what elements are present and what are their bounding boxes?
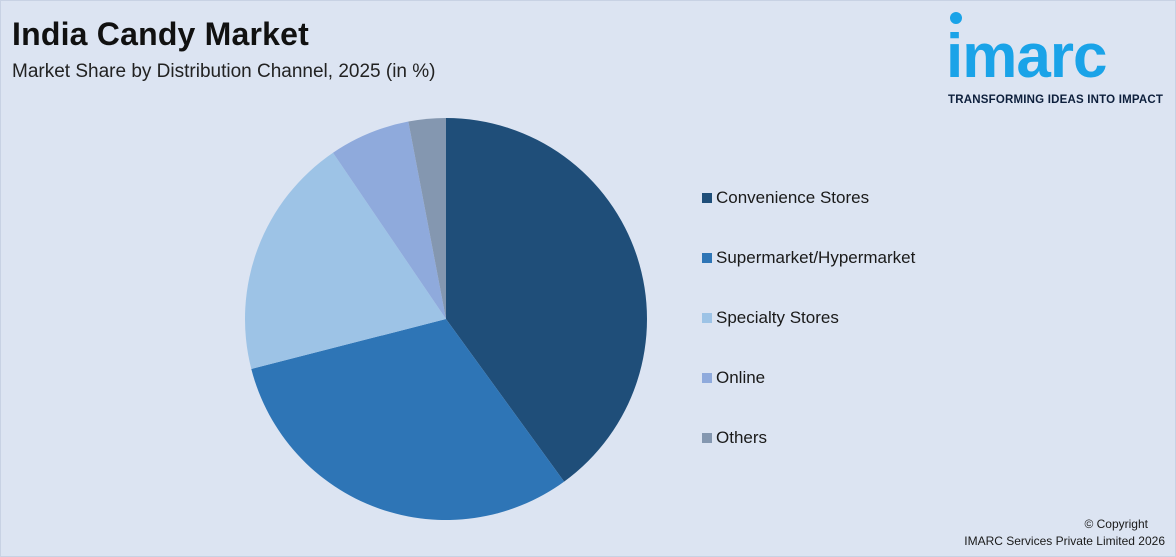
- legend-swatch: [702, 313, 712, 323]
- legend-swatch: [702, 193, 712, 203]
- legend-label: Specialty Stores: [716, 308, 839, 327]
- chart-legend: Convenience Stores Supermarket/Hypermarke…: [702, 186, 915, 486]
- legend-label: Supermarket/Hypermarket: [716, 248, 916, 267]
- chart-title: India Candy Market: [12, 16, 310, 52]
- legend-label: Convenience Stores: [716, 188, 870, 207]
- legend-swatch: [702, 253, 712, 263]
- copyright-line1: © Copyright: [1084, 517, 1148, 531]
- copyright-notice: © Copyright IMARC Services Private Limit…: [964, 516, 1165, 550]
- legend-label: Online: [716, 368, 766, 387]
- legend-item: Others: [702, 426, 915, 450]
- pie-slice-convenience-stores: [446, 118, 647, 482]
- legend-label: Others: [716, 428, 768, 447]
- logo-wordmark: imarc: [946, 22, 1107, 91]
- legend-item: Convenience Stores: [702, 186, 915, 210]
- legend-item: Online: [702, 366, 915, 390]
- pie-slice-specialty-stores: [245, 152, 446, 369]
- legend-item: Supermarket/Hypermarket: [702, 246, 915, 270]
- legend-swatch: [702, 373, 712, 383]
- imarc-logo: imarc TRANSFORMING IDEAS INTO IMPACT: [944, 12, 1172, 112]
- legend-swatch: [702, 433, 712, 443]
- pie-slice-supermarket-hypermarket: [251, 319, 565, 521]
- legend-item: Specialty Stores: [702, 306, 915, 330]
- pie-slice-others: [408, 118, 446, 319]
- copyright-line2: IMARC Services Private Limited 2026: [964, 534, 1165, 548]
- logo-dot-icon: [950, 12, 962, 24]
- logo-tagline: TRANSFORMING IDEAS INTO IMPACT: [948, 94, 1164, 106]
- pie-slice-online: [333, 121, 446, 319]
- chart-subtitle: Market Share by Distribution Channel, 20…: [12, 61, 436, 82]
